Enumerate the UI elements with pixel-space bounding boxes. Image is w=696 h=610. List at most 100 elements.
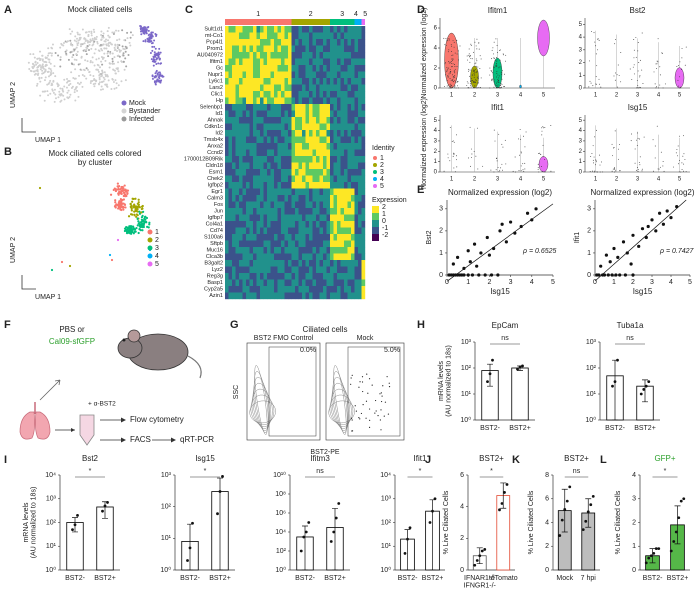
umap-cell xyxy=(102,80,105,83)
violin-dot xyxy=(497,167,499,168)
heatmap-cell xyxy=(344,39,348,46)
heatmap-cell xyxy=(323,156,327,163)
point xyxy=(218,490,222,493)
violin-dot xyxy=(678,76,680,78)
violin-dot xyxy=(496,157,498,159)
heatmap-cell xyxy=(288,143,292,150)
colorbar xyxy=(372,234,379,241)
umap-cell xyxy=(70,86,73,89)
heatmap-cell xyxy=(274,286,278,293)
heatmap-cell xyxy=(330,71,334,79)
gene-label: Clca3b xyxy=(206,254,223,260)
umap-cell xyxy=(31,66,34,69)
violin-dot xyxy=(497,84,499,86)
contour xyxy=(328,400,355,424)
heatmap-cell xyxy=(358,201,362,209)
heatmap-cell xyxy=(319,208,324,215)
event xyxy=(388,382,390,384)
heatmap-cell xyxy=(347,130,352,137)
heatmap-cell xyxy=(260,149,264,157)
heatmap-cell xyxy=(351,162,355,170)
heatmap-cell xyxy=(340,58,345,66)
heatmap-cell xyxy=(295,45,299,53)
umap-cell xyxy=(54,97,57,100)
heatmap-cell xyxy=(277,162,282,170)
y-tick-label: 0 xyxy=(439,272,443,279)
heatmap-cell xyxy=(228,260,233,267)
violin-dot xyxy=(499,50,500,51)
x-tick-label: 4 xyxy=(657,177,661,183)
point xyxy=(518,365,522,369)
event xyxy=(381,395,383,397)
heatmap-cell xyxy=(319,71,324,79)
point xyxy=(647,380,651,383)
umap-cell xyxy=(159,51,162,54)
heatmap-cell xyxy=(242,208,247,215)
x-tick-label: 1 xyxy=(450,93,454,99)
heatmap-cell xyxy=(312,169,317,176)
heatmap-cell xyxy=(270,143,275,150)
heatmap-cell xyxy=(309,221,313,228)
heatmap-cell xyxy=(305,253,310,261)
violin-dot xyxy=(494,140,496,142)
heatmap-cell xyxy=(337,130,341,137)
heatmap-cell xyxy=(242,253,247,261)
umap-cell xyxy=(116,43,119,46)
heatmap-cell xyxy=(361,253,366,261)
heatmap-cell xyxy=(239,175,243,183)
umap-cell xyxy=(74,68,77,71)
legend-label: Mock xyxy=(129,100,146,107)
umap-cell xyxy=(49,79,52,82)
heatmap-cell xyxy=(319,195,324,202)
heatmap-cell xyxy=(330,214,334,222)
heatmap-cell xyxy=(277,240,282,248)
heatmap-cell xyxy=(260,201,264,209)
umap-cell xyxy=(117,61,120,64)
heatmap-cell xyxy=(263,91,268,98)
heatmap-cell xyxy=(253,123,257,131)
gene-label: Lyz2 xyxy=(212,267,223,273)
heatmap-cell xyxy=(239,65,243,72)
umap-cell xyxy=(94,38,97,41)
heatmap-cell xyxy=(260,195,264,202)
gene-label: Fos xyxy=(214,202,223,208)
violin-dot xyxy=(495,65,496,67)
umap-cell xyxy=(104,73,107,76)
umap-cell xyxy=(127,226,131,229)
heatmap-cell xyxy=(249,175,254,183)
violin-dot xyxy=(447,39,449,41)
heatmap-cell xyxy=(281,279,285,287)
umap-cell xyxy=(157,62,160,65)
violin-dot xyxy=(447,75,449,77)
heatmap-cell xyxy=(277,279,282,287)
umap-cell xyxy=(101,72,104,75)
heatmap-cell xyxy=(281,123,285,131)
umap-cell xyxy=(62,90,65,93)
heatmap-cell xyxy=(263,32,268,40)
violin-dot xyxy=(681,162,683,164)
heatmap-cell xyxy=(330,273,334,280)
point xyxy=(473,563,477,567)
heatmap-cell xyxy=(288,266,292,274)
umap-cell xyxy=(33,70,36,73)
heatmap-cell xyxy=(347,227,352,235)
heatmap-cell xyxy=(270,52,275,59)
violin-dot xyxy=(477,66,479,68)
heatmap-cell xyxy=(284,71,289,79)
heatmap-cell xyxy=(330,221,334,228)
heatmap-cell xyxy=(242,292,247,300)
heatmap-cell xyxy=(361,175,366,183)
heatmap-cell xyxy=(302,188,306,196)
heatmap-cell xyxy=(291,292,296,300)
heatmap-cell xyxy=(305,39,310,46)
heatmap-cell xyxy=(263,169,268,176)
umap-cell xyxy=(154,55,157,58)
violin-dot xyxy=(455,81,456,83)
heatmap-cell xyxy=(305,117,310,124)
umap-cell xyxy=(44,69,47,72)
heatmap-cell xyxy=(319,117,324,124)
heatmap-cell xyxy=(256,247,261,254)
violin-dot xyxy=(502,54,504,56)
heatmap-cell xyxy=(260,260,264,267)
violin-dot xyxy=(641,168,643,170)
